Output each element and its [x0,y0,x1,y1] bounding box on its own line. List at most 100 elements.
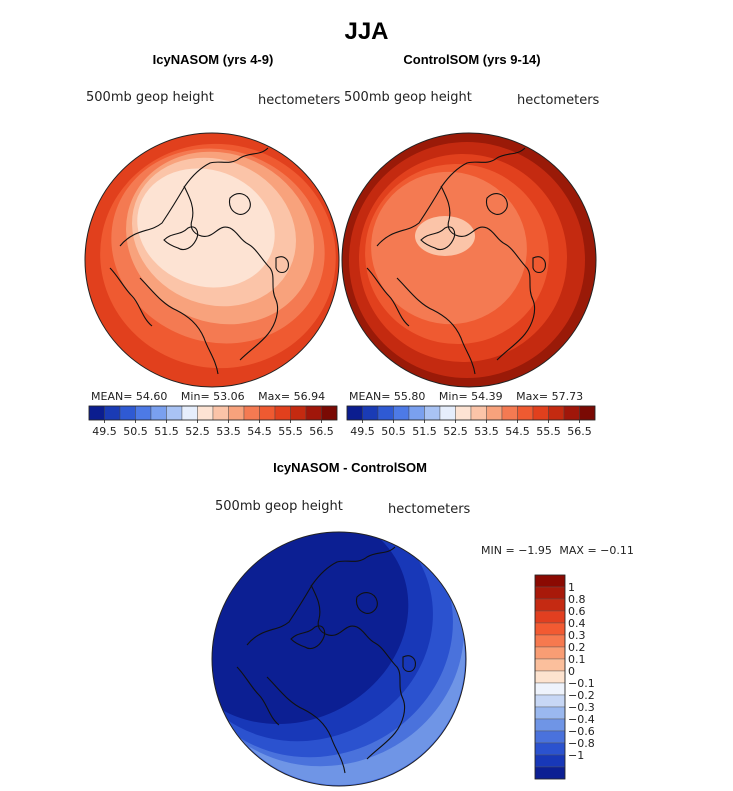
left-colorbar: 49.5 50.5 51.5 52.5 53.5 54.5 55.5 56.5 [88,405,338,438]
bottom-colorbar-swatch-11 [534,706,566,720]
right-coastlines [366,147,546,375]
right-colorbar-swatch-3 [393,405,410,421]
bottom-min-label: MIN = [481,544,515,557]
right-mean-label: MEAN= [349,390,391,403]
right-colorbar-tick-label: 50.5 [381,425,406,438]
bottom-colorbar-tick-label: −0.2 [568,689,595,702]
bottom-coastlines [236,546,416,774]
bottom-colorbar-swatch-0 [534,574,566,588]
right-units-label: hectometers [517,93,600,108]
left-colorbar-tick-label: 51.5 [154,425,179,438]
bottom-colorbar-swatch-8 [534,670,566,684]
right-colorbar-swatch-6 [439,405,456,421]
left-colorbar-swatch-0 [88,405,105,421]
left-colorbar-swatch-6 [181,405,198,421]
right-colorbar-tick-label: 49.5 [350,425,375,438]
bottom-colorbar-swatch-5 [534,634,566,648]
right-colorbar-swatch-5 [424,405,441,421]
left-colorbar-swatch-1 [104,405,121,421]
left-colorbar-swatch-10 [243,405,260,421]
left-min-label: Min= [180,390,210,403]
right-colorbar-swatch-7 [455,405,472,421]
right-colorbar-swatch-10 [501,405,518,421]
bottom-max-label: MAX = [559,544,597,557]
left-max-value: 56.94 [293,390,326,403]
right-colorbar-swatch-0 [346,405,363,421]
bottom-colorbar-tick-label: −1 [568,749,584,762]
bottom-polar-map [211,531,467,787]
left-mean-label: MEAN= [91,390,133,403]
right-panel-title: ControlSOM (yrs 9-14) [403,52,541,67]
right-max-label: Max= [516,390,549,403]
bottom-map-border [211,531,467,787]
bottom-colorbar-tick-label: −0.6 [568,725,595,738]
right-variable-label: 500mb geop height [344,90,472,105]
right-colorbar-swatch-4 [408,405,425,421]
right-colorbar: 49.5 50.5 51.5 52.5 53.5 54.5 55.5 56.5 [346,405,596,438]
right-map-border [341,132,597,388]
left-colorbar-swatch-12 [274,405,291,421]
left-coastlines [109,147,289,375]
left-colorbar-tick-label: 49.5 [92,425,117,438]
bottom-colorbar-swatch-1 [534,586,566,600]
bottom-colorbar-tick-label: −0.3 [568,701,595,714]
right-stats: MEAN= 55.80 Min= 54.39 Max= 57.73 [349,390,583,403]
bottom-colorbar-swatch-3 [534,610,566,624]
right-colorbar-tick-label: 54.5 [505,425,530,438]
bottom-colorbar-swatch-14 [534,742,566,756]
left-variable-label: 500mb geop height [86,90,214,105]
right-colorbar-swatch-2 [377,405,394,421]
right-max-value: 57.73 [551,390,584,403]
right-colorbar-swatch-1 [362,405,379,421]
bottom-colorbar-swatch-10 [534,694,566,708]
bottom-colorbar-swatch-6 [534,646,566,660]
bottom-stats: MIN = −1.95 MAX = −0.11 [481,544,634,557]
bottom-units-label: hectometers [388,502,471,517]
left-colorbar-tick-label: 54.5 [247,425,272,438]
left-colorbar-swatch-15 [321,405,338,421]
left-colorbar-swatch-9 [228,405,245,421]
left-colorbar-swatch-5 [166,405,183,421]
bottom-colorbar-tick-label: 0.4 [568,617,586,630]
bottom-colorbar-swatch-16 [534,766,566,780]
bottom-panel-title: IcyNASOM - ControlSOM [273,460,427,475]
bottom-colorbar-tick-label: 0.1 [568,653,586,666]
left-colorbar-swatch-11 [259,405,276,421]
right-colorbar-swatch-13 [548,405,565,421]
right-min-label: Min= [438,390,468,403]
left-panel-title: IcyNASOM (yrs 4-9) [152,52,274,67]
left-colorbar-swatch-14 [305,405,322,421]
right-colorbar-tick-label: 51.5 [412,425,437,438]
bottom-colorbar-swatch-15 [534,754,566,768]
bottom-colorbar-tick-label: 0.2 [568,641,586,654]
left-colorbar-swatch-7 [197,405,214,421]
right-colorbar-tick-label: 55.5 [536,425,561,438]
bottom-colorbar: 10.80.60.40.30.20.10−0.1−0.2−0.3−0.4−0.6… [534,574,595,780]
bottom-colorbar-swatch-2 [534,598,566,612]
left-polar-map [84,132,340,388]
right-colorbar-swatch-12 [532,405,549,421]
right-colorbar-swatch-15 [579,405,596,421]
right-min-value: 54.39 [471,390,503,403]
bottom-colorbar-tick-label: 0 [568,665,575,678]
bottom-colorbar-swatch-7 [534,658,566,672]
bottom-colorbar-swatch-4 [534,622,566,636]
right-colorbar-swatch-11 [517,405,534,421]
right-colorbar-swatch-9 [486,405,503,421]
left-colorbar-swatch-8 [212,405,229,421]
left-stats: MEAN= 54.60 Min= 53.06 Max= 56.94 [91,390,325,403]
left-mean-value: 54.60 [135,390,168,403]
bottom-min-value: −1.95 [518,544,552,557]
left-colorbar-swatch-4 [150,405,167,421]
left-colorbar-tick-label: 55.5 [278,425,303,438]
right-mean-value: 55.80 [393,390,426,403]
bottom-colorbar-tick-label: −0.8 [568,737,595,750]
right-polar-map [341,132,597,388]
bottom-colorbar-swatch-12 [534,718,566,732]
bottom-colorbar-tick-label: −0.1 [568,677,595,690]
left-min-value: 53.06 [213,390,245,403]
bottom-max-value: −0.11 [600,544,634,557]
right-colorbar-swatch-14 [563,405,580,421]
bottom-colorbar-swatch-9 [534,682,566,696]
bottom-colorbar-tick-label: 0.6 [568,605,586,618]
